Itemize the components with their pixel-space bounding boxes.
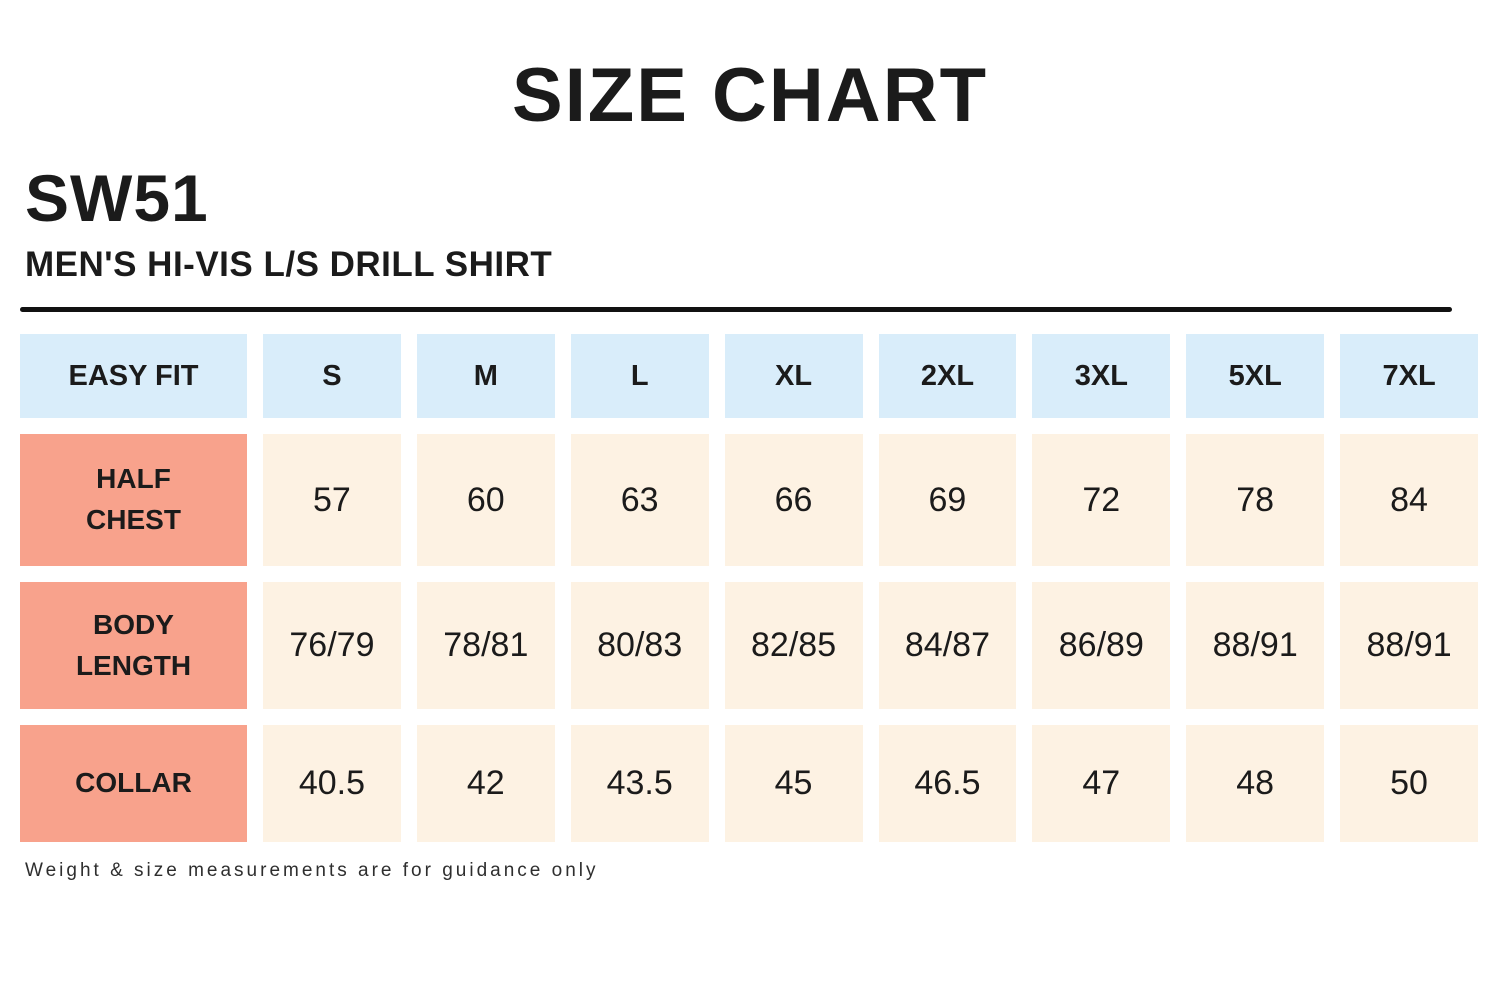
header-cell-easy-fit: EASY FIT	[20, 334, 247, 418]
cell-body-length-7xl: 88/91	[1340, 582, 1478, 709]
cell-body-length-5xl: 88/91	[1186, 582, 1325, 709]
cell-collar-l: 43.5	[570, 725, 709, 842]
header-cell-size-xl-text: XL	[775, 359, 813, 392]
cell-collar-s: 40.5	[263, 725, 401, 842]
row-label-collar-text: COLLAR	[75, 767, 192, 799]
cell-body-length-xl-text: 82/85	[751, 626, 837, 664]
page-title: SIZE CHART	[512, 53, 988, 138]
cell-collar-3xl: 47	[1032, 725, 1171, 842]
cell-collar-5xl-text: 48	[1236, 764, 1275, 802]
header-cell-size-xl: XL	[724, 334, 863, 418]
header-cell-size-m: M	[416, 334, 555, 418]
cell-half-chest-xl-text: 66	[774, 480, 813, 519]
header-cell-size-2xl-text: 2XL	[920, 359, 975, 392]
cell-half-chest-3xl: 72	[1032, 434, 1171, 566]
cell-half-chest-3xl-text: 72	[1082, 480, 1121, 519]
cell-body-length-3xl: 86/89	[1032, 582, 1171, 709]
row-label-collar: COLLAR	[20, 725, 247, 842]
row-label-body-length-text: BODY LENGTH	[75, 608, 192, 681]
header-cell-easy-fit-text: EASY FIT	[68, 359, 199, 392]
cell-half-chest-m-text: 60	[466, 480, 505, 519]
header-cell-size-m-text: M	[473, 359, 498, 392]
cell-body-length-m: 78/81	[416, 582, 555, 709]
header-cell-size-5xl: 5XL	[1186, 334, 1325, 418]
cell-collar-3xl-text: 47	[1082, 764, 1121, 802]
row-label-body-length: BODY LENGTH	[20, 582, 247, 709]
product-header: SW51 MEN'S HI-VIS L/S DRILL SHIRT	[25, 165, 1500, 285]
cell-collar-7xl-text: 50	[1390, 764, 1428, 802]
cell-body-length-s-text: 76/79	[289, 626, 375, 664]
header-cell-size-5xl-text: 5XL	[1228, 359, 1282, 392]
row-label-half-chest-text: HALF CHEST	[86, 463, 181, 535]
header-cell-size-l-text: L	[630, 359, 649, 392]
header-cell-size-3xl-text: 3XL	[1074, 359, 1128, 392]
header-cell-size-2xl: 2XL	[878, 334, 1017, 418]
cell-collar-2xl: 46.5	[878, 725, 1017, 842]
cell-body-length-l-text: 80/83	[597, 626, 683, 664]
cell-half-chest-xl: 66	[724, 434, 863, 566]
header-cell-size-3xl: 3XL	[1032, 334, 1171, 418]
cell-half-chest-7xl: 84	[1340, 434, 1478, 566]
cell-collar-l-text: 43.5	[606, 764, 673, 802]
cell-body-length-7xl-text: 88/91	[1366, 626, 1452, 664]
cell-collar-xl: 45	[724, 725, 863, 842]
header-cell-size-7xl-text: 7XL	[1382, 359, 1436, 392]
cell-collar-s-text: 40.5	[298, 764, 366, 802]
cell-half-chest-7xl-text: 84	[1390, 480, 1428, 519]
size-table: EASY FIT S M L XL 2XL 3XL 5XL 7XL HALF CHEST 57 60 6…	[20, 334, 1478, 842]
cell-collar-7xl: 50	[1340, 725, 1478, 842]
cell-half-chest-5xl-text: 78	[1236, 480, 1275, 519]
cell-body-length-m-text: 78/81	[443, 626, 529, 664]
cell-body-length-5xl-text: 88/91	[1212, 626, 1298, 664]
cell-half-chest-s-text: 57	[313, 480, 351, 519]
cell-collar-m: 42	[416, 725, 555, 842]
header-cell-size-l: L	[570, 334, 709, 418]
cell-half-chest-2xl-text: 69	[928, 480, 967, 519]
cell-half-chest-s: 57	[263, 434, 401, 566]
cell-body-length-l: 80/83	[570, 582, 709, 709]
cell-body-length-xl: 82/85	[724, 582, 863, 709]
cell-collar-m-text: 42	[466, 764, 505, 802]
header-cell-size-s: S	[263, 334, 401, 418]
header-cell-size-s-text: S	[322, 359, 342, 392]
cell-body-length-2xl-text: 84/87	[904, 626, 990, 664]
row-label-half-chest: HALF CHEST	[20, 434, 247, 566]
cell-half-chest-l: 63	[570, 434, 709, 566]
header-cell-size-7xl: 7XL	[1340, 334, 1478, 418]
product-name: MEN'S HI-VIS L/S DRILL SHIRT	[25, 245, 553, 284]
cell-half-chest-m: 60	[416, 434, 555, 566]
cell-collar-5xl: 48	[1186, 725, 1325, 842]
cell-body-length-s: 76/79	[263, 582, 401, 709]
cell-half-chest-l-text: 63	[620, 480, 659, 519]
cell-half-chest-2xl: 69	[878, 434, 1017, 566]
cell-body-length-3xl-text: 86/89	[1058, 626, 1144, 664]
cell-body-length-2xl: 84/87	[878, 582, 1017, 709]
cell-half-chest-5xl: 78	[1186, 434, 1325, 566]
footnote: Weight & size measurements are for guida…	[25, 860, 599, 881]
cell-collar-2xl-text: 46.5	[914, 764, 981, 802]
divider-line	[20, 307, 1452, 312]
cell-collar-xl-text: 45	[774, 764, 813, 802]
product-code: SW51	[25, 161, 209, 235]
